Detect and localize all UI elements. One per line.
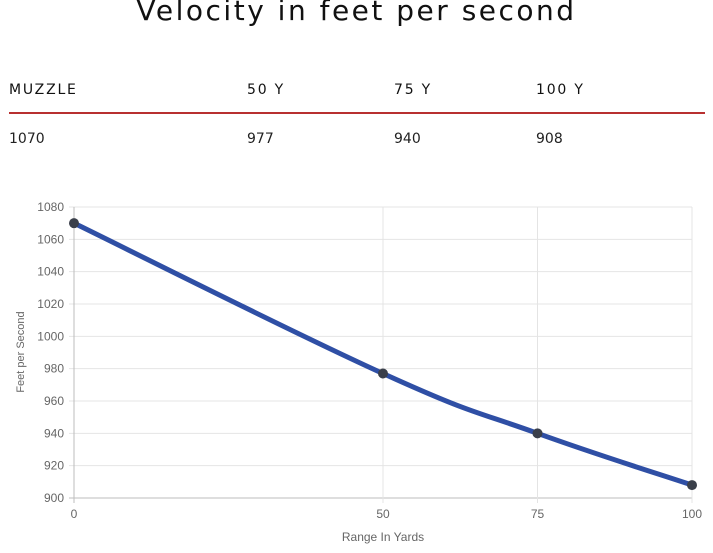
data-point — [69, 218, 79, 229]
x-tick-label: 100 — [682, 507, 702, 521]
y-tick-label: 940 — [44, 426, 64, 440]
y-tick-label: 1020 — [37, 297, 64, 311]
x-axis-ticks: 0 50 75 100 — [71, 507, 703, 521]
velocity-line-chart: 900 920 940 960 980 1000 1020 1040 1060 1080 0 50 7… — [15, 200, 703, 544]
x-tick-label: 50 — [376, 507, 390, 521]
table-header-row: MUZZLE 50 Y 75 Y 100 Y — [9, 78, 705, 114]
x-tick-label: 0 — [71, 507, 78, 521]
y-tick-label: 1000 — [37, 329, 64, 343]
chart-title: Velocity in feet per second — [136, 0, 577, 27]
data-point — [687, 480, 697, 491]
y-axis-ticks: 900 920 940 960 980 1000 1020 1040 1060 1080 — [37, 200, 64, 505]
value-50y: 977 — [247, 131, 274, 147]
value-75y: 940 — [394, 131, 421, 147]
header-75y: 75 Y — [394, 82, 433, 98]
y-tick-label: 960 — [44, 394, 64, 408]
header-100y: 100 Y — [536, 82, 585, 98]
y-tick-label: 900 — [44, 491, 64, 505]
x-tick-label: 75 — [531, 507, 545, 521]
grid-lines — [69, 206, 693, 503]
header-50y: 50 Y — [247, 82, 286, 98]
header-muzzle: MUZZLE — [9, 82, 78, 98]
table-row: 1070 977 940 908 — [9, 114, 705, 154]
y-axis-label: Feet per Second — [15, 311, 27, 392]
y-tick-label: 920 — [44, 459, 64, 473]
y-tick-label: 1040 — [37, 265, 64, 279]
value-muzzle: 1070 — [9, 131, 45, 147]
data-point — [378, 368, 388, 379]
y-tick-label: 1060 — [37, 232, 64, 246]
velocity-table: MUZZLE 50 Y 75 Y 100 Y 1070 977 940 908 — [9, 78, 705, 154]
x-axis-label: Range In Yards — [342, 530, 424, 544]
value-100y: 908 — [536, 131, 563, 147]
y-tick-label: 1080 — [37, 200, 64, 214]
data-point — [532, 428, 543, 439]
y-tick-label: 980 — [44, 362, 64, 376]
series-line — [71, 220, 695, 488]
data-points — [69, 218, 697, 491]
